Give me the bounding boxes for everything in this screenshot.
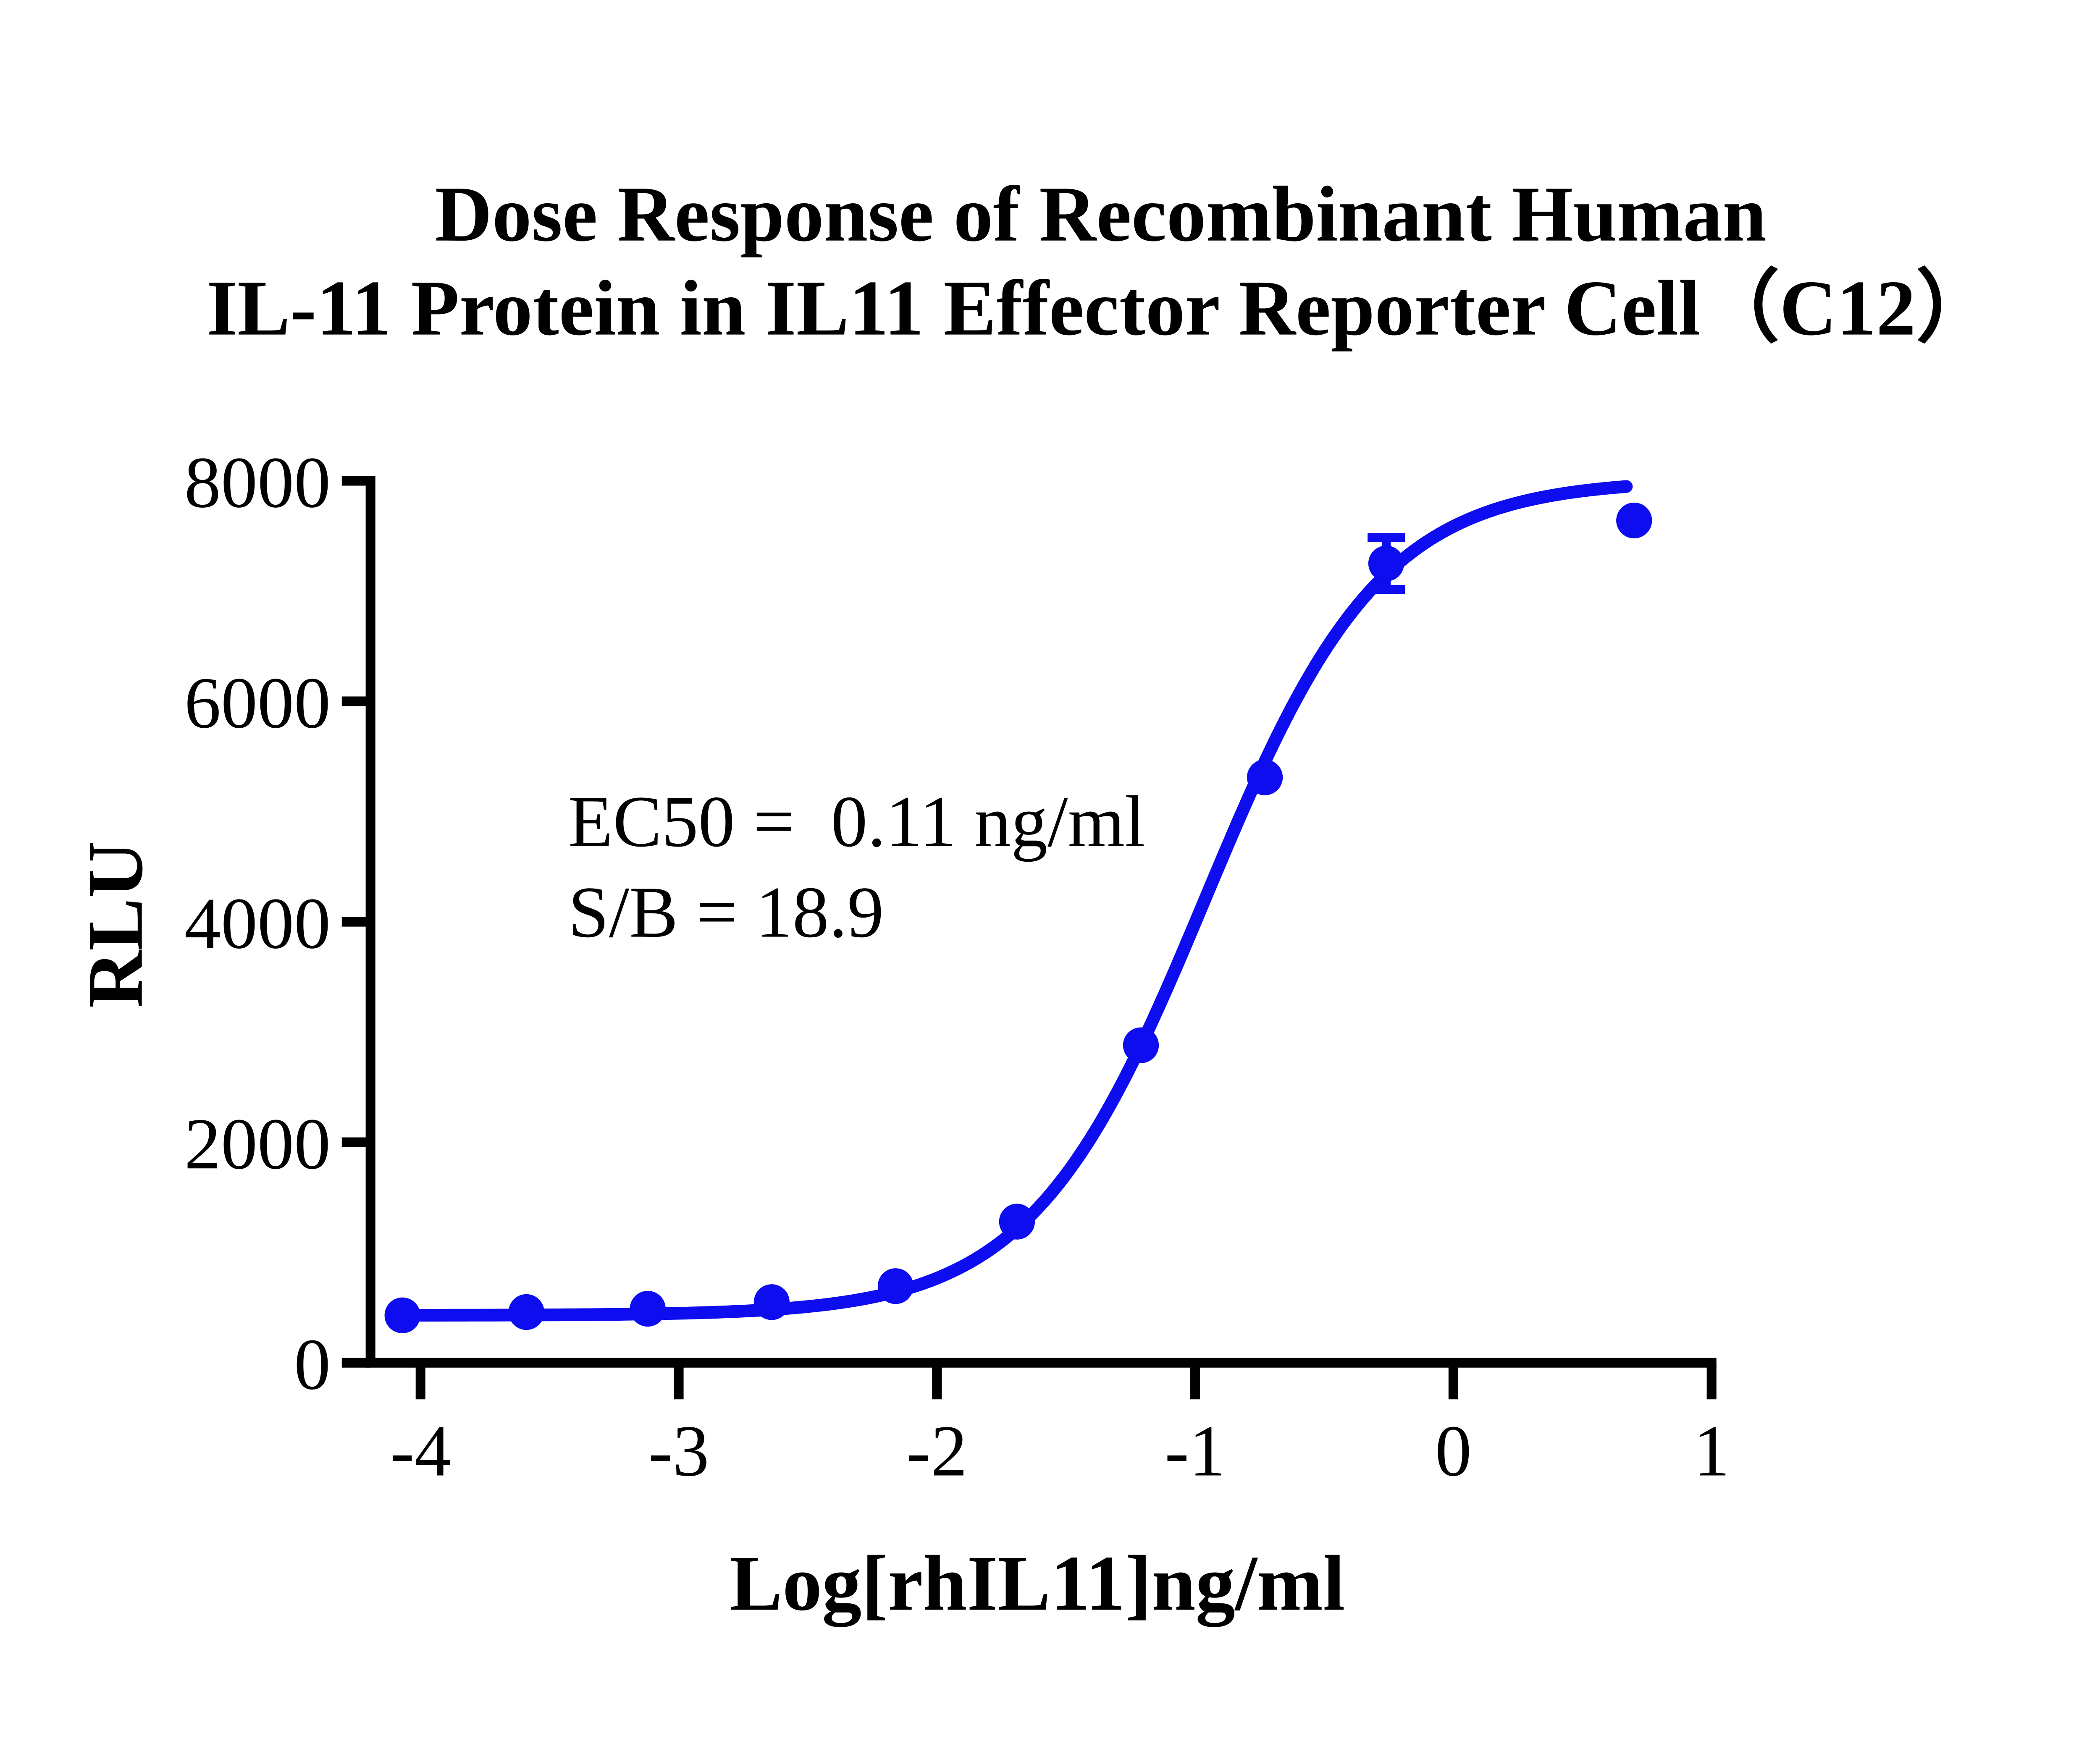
- y-tick-label: 2000: [184, 1103, 331, 1184]
- data-point: [1123, 1027, 1159, 1063]
- ec50-annotation: EC50 = 0.11 ng/ml: [568, 781, 1145, 862]
- data-point: [1616, 502, 1652, 539]
- x-tick-label: -1: [1165, 1410, 1226, 1491]
- signal-to-background-annotation: S/B = 18.9: [568, 872, 884, 953]
- y-axis-title: RLU: [71, 841, 159, 1008]
- data-point: [508, 1294, 544, 1330]
- data-point: [1247, 759, 1283, 795]
- y-tick-label: 0: [294, 1324, 331, 1405]
- data-point: [1368, 545, 1404, 582]
- x-tick-label: 0: [1435, 1410, 1472, 1491]
- data-point: [384, 1297, 420, 1333]
- chart-title-line2: IL-11 Protein in IL11 Effector Reporter …: [207, 264, 1995, 352]
- x-tick-label: -4: [390, 1410, 451, 1491]
- y-tick-label: 8000: [184, 442, 331, 523]
- data-point: [630, 1290, 666, 1327]
- ticks-group: 0 2000 4000 6000 8000 -4 -3 -2 -1 0 1: [184, 442, 1730, 1491]
- x-axis-title: Log[rhIL11]ng/ml: [730, 1539, 1345, 1627]
- data-points-group: [384, 502, 1652, 1333]
- y-tick-label: 4000: [184, 883, 331, 964]
- x-tick-label: -2: [906, 1410, 967, 1491]
- x-tick-label: 1: [1693, 1410, 1730, 1491]
- chart-title-line1: Dose Response of Recombinant Human: [435, 170, 1767, 258]
- y-tick-label: 6000: [184, 662, 331, 743]
- data-point: [877, 1268, 914, 1304]
- x-tick-label: -3: [648, 1410, 709, 1491]
- data-point: [753, 1284, 790, 1320]
- data-point: [999, 1204, 1035, 1240]
